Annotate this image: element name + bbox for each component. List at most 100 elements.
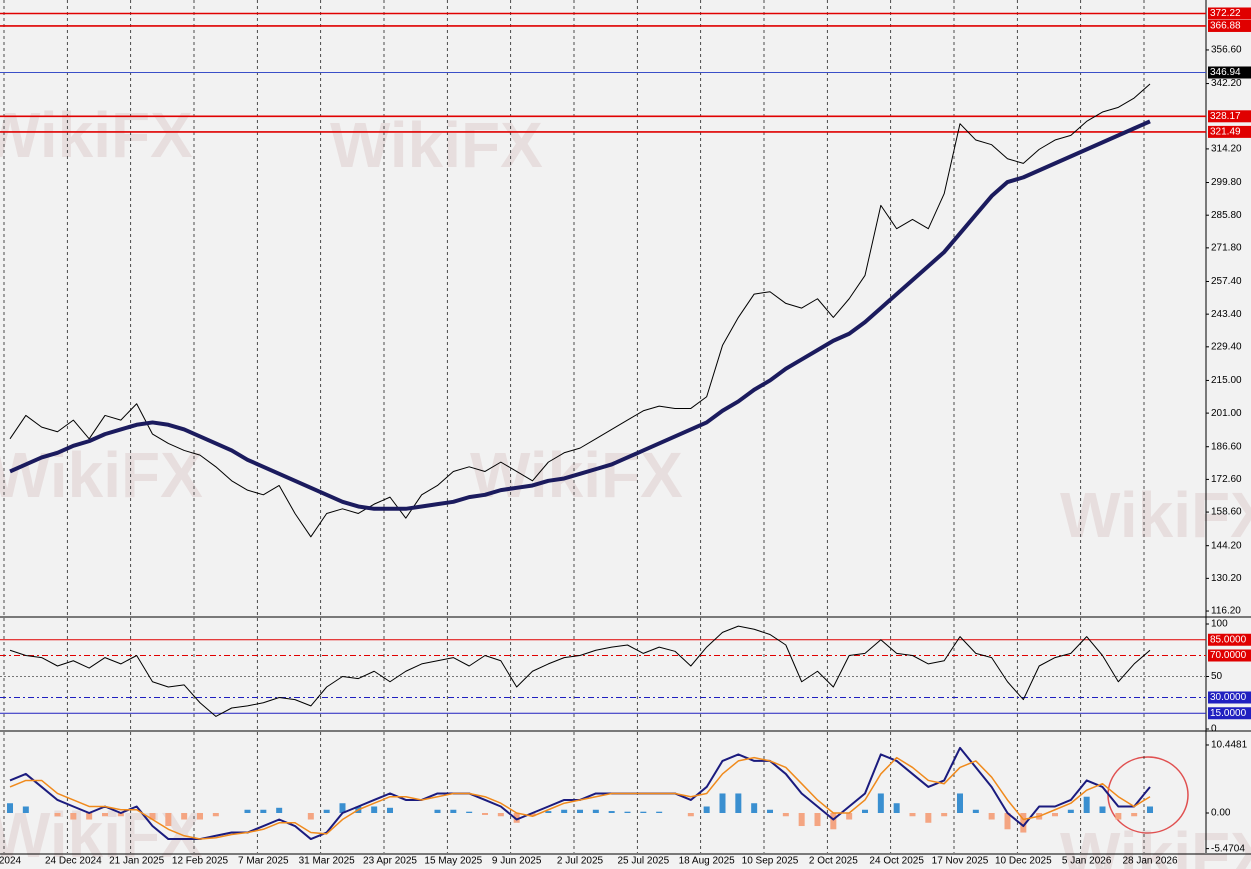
x-tick-label: 10 Sep 2025 <box>742 856 799 867</box>
histogram-bar <box>798 813 805 827</box>
histogram-bar <box>529 813 536 817</box>
x-tick-label: 18 Aug 2025 <box>679 856 736 867</box>
y-tick-label: -5.4704 <box>1211 843 1245 854</box>
histogram-bar <box>545 811 552 814</box>
histogram-bar <box>703 806 710 814</box>
histogram-bar <box>1083 796 1090 814</box>
histogram-bar <box>70 813 77 820</box>
histogram-bar <box>1052 813 1058 817</box>
histogram-bar <box>640 811 647 814</box>
histogram-bar <box>260 809 267 814</box>
level-label: 346.94 <box>1210 67 1241 78</box>
histogram-bar <box>276 807 283 814</box>
histogram-bar <box>22 806 29 814</box>
level-label-box <box>1208 66 1251 79</box>
level-label-box <box>1208 707 1251 720</box>
histogram-bar <box>862 809 868 814</box>
y-tick-label: 144.20 <box>1211 540 1242 551</box>
histogram-bar <box>149 813 156 820</box>
y-tick-label: 201.00 <box>1211 408 1242 419</box>
histogram-bar <box>7 803 13 814</box>
y-tick-label: 356.60 <box>1211 45 1242 56</box>
x-tick-label: 31 Mar 2025 <box>299 856 356 867</box>
histogram-bar <box>197 813 203 820</box>
x-tick-label: 25 Jul 2025 <box>617 856 669 867</box>
y-tick-label: 116.20 <box>1211 606 1241 617</box>
level-label-box <box>1208 110 1251 123</box>
histogram-bar <box>434 809 441 814</box>
level-label: 328.17 <box>1210 111 1241 122</box>
histogram-bar <box>117 813 124 817</box>
histogram-bar <box>877 793 884 814</box>
y-tick-label: 257.40 <box>1211 276 1242 287</box>
series-line <box>9 756 1151 840</box>
level-label: 85.0000 <box>1210 634 1247 645</box>
x-tick-label: 2 Oct 2025 <box>809 856 858 867</box>
level-label-box <box>1208 633 1251 646</box>
histogram-bar <box>735 793 742 814</box>
y-tick-label: 100 <box>1211 619 1228 630</box>
y-tick-label: 130.20 <box>1211 573 1242 584</box>
histogram-bar <box>719 793 726 814</box>
level-label: 321.49 <box>1210 127 1241 138</box>
histogram-bar <box>513 813 520 823</box>
y-tick-label: 10.4481 <box>1211 740 1248 751</box>
level-label: 15.0000 <box>1210 708 1247 719</box>
watermark: WikiFX <box>0 799 203 869</box>
level-label-box <box>1208 125 1251 138</box>
histogram-bar <box>339 803 346 814</box>
y-tick-label: 50 <box>1211 671 1223 682</box>
histogram-bar <box>561 809 568 814</box>
x-tick-label: 7 Mar 2025 <box>238 856 289 867</box>
x-tick-label: 2024 <box>0 856 22 867</box>
histogram-bar <box>497 813 504 817</box>
histogram-bar <box>371 806 378 814</box>
series-line <box>9 625 1151 717</box>
y-tick-label: 158.60 <box>1211 507 1242 518</box>
level-label: 30.0000 <box>1210 692 1247 703</box>
histogram-bar <box>767 809 773 814</box>
x-tick-label: 10 Dec 2025 <box>995 856 1052 867</box>
histogram-bar <box>972 809 979 814</box>
x-tick-label: 24 Dec 2024 <box>45 856 102 867</box>
x-tick-label: 23 Apr 2025 <box>363 856 417 867</box>
y-tick-label: 314.20 <box>1211 144 1242 155</box>
histogram-bar <box>165 813 172 827</box>
histogram-bar <box>909 813 916 817</box>
y-tick-label: 186.60 <box>1211 441 1242 452</box>
y-tick-label: 243.40 <box>1211 309 1242 320</box>
histogram-bar <box>782 813 789 817</box>
histogram-bar <box>323 809 330 814</box>
histogram-bar <box>814 813 821 827</box>
x-tick-label: 28 Jan 2026 <box>1122 856 1177 867</box>
level-label: 366.88 <box>1210 21 1241 32</box>
level-label-box <box>1208 649 1251 662</box>
plot-background <box>0 0 1206 853</box>
series-line <box>9 83 1151 538</box>
histogram-bar <box>830 813 837 830</box>
histogram-bar <box>656 811 663 814</box>
y-tick-label: 342.20 <box>1211 78 1242 89</box>
histogram-bar <box>102 813 108 817</box>
histogram-bar <box>181 813 188 820</box>
histogram-bar <box>54 813 61 817</box>
histogram-bar <box>577 809 583 814</box>
histogram-bar <box>482 813 488 815</box>
y-tick-label: 271.80 <box>1211 243 1242 254</box>
x-tick-label: 17 Nov 2025 <box>932 856 989 867</box>
y-tick-label: 0 <box>1211 724 1217 735</box>
histogram-bar <box>1067 809 1074 814</box>
histogram-bar <box>687 813 694 817</box>
histogram-bar <box>751 803 758 814</box>
histogram-bar <box>1131 813 1138 817</box>
histogram-bar <box>450 809 457 814</box>
x-tick-label: 21 Jan 2025 <box>109 856 164 867</box>
histogram-bar <box>941 813 948 817</box>
histogram-bar <box>307 813 314 820</box>
histogram-bar <box>86 813 93 820</box>
histogram-bar <box>1147 806 1153 814</box>
y-tick-label: 215.00 <box>1211 375 1242 386</box>
histogram-bar <box>244 809 251 814</box>
x-tick-label: 15 May 2025 <box>424 856 482 867</box>
